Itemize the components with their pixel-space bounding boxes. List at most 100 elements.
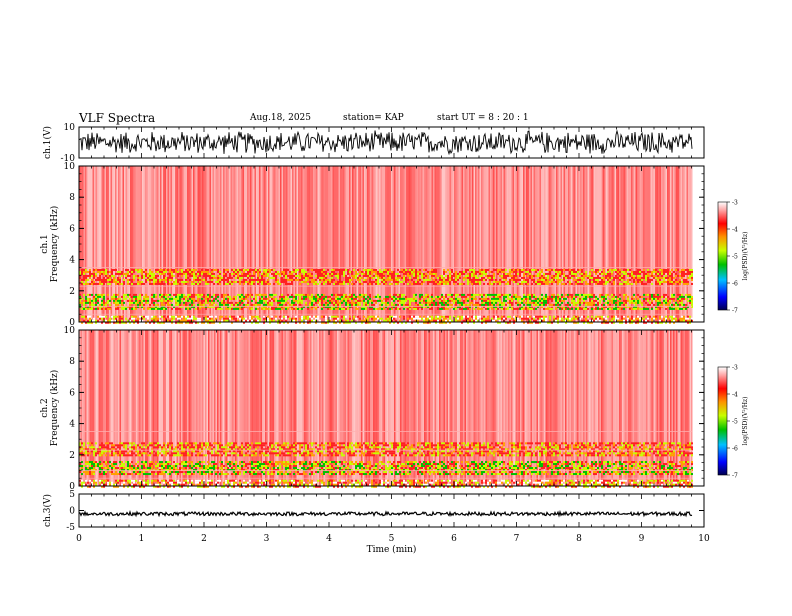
ch1-spectrogram-cell bbox=[133, 297, 135, 300]
ch2-spectrogram-column bbox=[631, 330, 633, 486]
ch1-spectrogram-cell bbox=[579, 272, 581, 275]
ch1-spectrogram-cell bbox=[103, 295, 105, 298]
ch2-spectrogram-column bbox=[568, 330, 570, 486]
ch1-spectrogram-cell bbox=[311, 293, 313, 296]
ch1-spectrogram-cell bbox=[137, 274, 139, 277]
ch1-spectrogram-cell bbox=[369, 297, 371, 300]
ch1-spectrogram-cell bbox=[319, 297, 321, 300]
ch1-spectrogram-cell bbox=[313, 299, 315, 302]
ch1-spectrogram-cell bbox=[87, 321, 89, 324]
ch1-spectrogram-cell bbox=[625, 319, 627, 322]
ch1-spectrogram-cell bbox=[139, 301, 141, 304]
ch1-spectrogram-cell bbox=[589, 295, 591, 298]
ch2-spectrogram-column bbox=[349, 330, 351, 486]
ch1-spectrogram-cell bbox=[467, 274, 469, 277]
ch1-spectrogram-cell bbox=[431, 270, 433, 273]
ch1-spectrogram-cell bbox=[469, 305, 471, 308]
ch1-spectrogram-cell bbox=[523, 295, 525, 298]
ch1-spectrogram-cell bbox=[593, 299, 595, 302]
ch1-spectrogram-cell bbox=[449, 321, 451, 324]
ch1-spectrogram-cell bbox=[461, 317, 463, 320]
ch1-spectrogram-cell bbox=[483, 305, 485, 308]
ch1-spectrogram-column bbox=[511, 166, 513, 322]
ch1-spectrogram-cell bbox=[141, 319, 143, 322]
ch1-spectrogram-cell bbox=[661, 321, 663, 324]
ch1-spectrogram-cell bbox=[131, 268, 133, 271]
ch1-spectrogram-cell bbox=[105, 301, 107, 304]
ch1-spectrogram-column bbox=[142, 166, 144, 322]
ch1-spectrogram-cell bbox=[443, 319, 445, 322]
ch1-spectrogram-cell bbox=[341, 272, 343, 275]
ch1-spectrogram-cell bbox=[123, 307, 125, 310]
ch1-spectrogram-cell bbox=[521, 299, 523, 302]
ch1-spectrogram-column bbox=[245, 166, 247, 322]
ch1-spectrogram-cell bbox=[349, 317, 351, 320]
ch1-spectrogram-cell bbox=[175, 270, 177, 273]
ch1-spectrogram-cell bbox=[259, 270, 261, 273]
ch1-spectrogram-cell bbox=[645, 319, 647, 322]
ch1-spectrogram-cell bbox=[503, 317, 505, 320]
ch1-spectrogram-cell bbox=[517, 282, 519, 285]
ch1-spectrogram-cell bbox=[125, 297, 127, 300]
ch1-spectrogram-cell bbox=[565, 293, 567, 296]
ch1-spectrogram-cell bbox=[603, 297, 605, 300]
ch1-spectrogram-cell bbox=[407, 319, 409, 322]
ch2-spectrogram-column bbox=[346, 330, 348, 486]
ch1-spectrogram-cell bbox=[241, 268, 243, 271]
ch1-spectrogram-cell bbox=[593, 319, 595, 322]
ch1-spectrogram-cell bbox=[581, 272, 583, 275]
ch1-spectrogram-cell bbox=[597, 301, 599, 304]
ch1-spectrogram-cell bbox=[337, 301, 339, 304]
ch1-spectrogram-cell bbox=[409, 297, 411, 300]
ch1-spectrogram-cell bbox=[349, 301, 351, 304]
ch1-spectrogram-column bbox=[686, 166, 688, 322]
ch1-spectrogram-cell bbox=[163, 315, 165, 318]
ch1-spectrogram-cell bbox=[99, 280, 101, 283]
ch1-spectrogram-cell bbox=[477, 276, 479, 279]
ch1-spectrogram-cell bbox=[589, 303, 591, 306]
ch1-spectrogram-cell bbox=[423, 315, 425, 318]
ch1-spectrogram-cell bbox=[441, 321, 443, 324]
ch1-spectrogram-cell bbox=[461, 295, 463, 298]
ch1-spectrogram-cell bbox=[455, 307, 457, 310]
ch1-spectrogram-cell bbox=[247, 268, 249, 271]
ch1-spectrogram-cell bbox=[227, 295, 229, 298]
ch1-spectrogram-cell bbox=[291, 293, 293, 296]
ch1-spectrogram-cell bbox=[583, 297, 585, 300]
ch1-spectrogram-cell bbox=[321, 305, 323, 308]
ch1-spectrogram-cell bbox=[511, 295, 513, 298]
ch1-spectrogram-cell bbox=[83, 276, 85, 279]
ch1-spectrogram-cell bbox=[219, 317, 221, 320]
ch1-spectrogram-cell bbox=[487, 321, 489, 324]
ch1-spectrogram-cell bbox=[143, 303, 145, 306]
ch1-spectrogram-cell bbox=[505, 282, 507, 285]
ch1-spectrogram-column bbox=[136, 166, 138, 322]
ch1-spectrogram-cell bbox=[265, 317, 267, 320]
ch1-spectrogram-cell bbox=[611, 282, 613, 285]
ch2-spectrogram-column bbox=[127, 330, 129, 486]
ch1-spectrogram-cell bbox=[575, 307, 577, 310]
ch1-spectrogram-cell bbox=[517, 307, 519, 310]
ch1-spectrogram-column bbox=[248, 166, 250, 322]
ch1-spectrogram-cell bbox=[141, 299, 143, 302]
ch1-spectrogram-cell bbox=[613, 315, 615, 318]
ch1-spectrogram-cell bbox=[179, 268, 181, 271]
ch1-spectrogram-cell bbox=[389, 315, 391, 318]
ch1-spectrogram-cell bbox=[371, 301, 373, 304]
ch1-spectrogram-cell bbox=[363, 278, 365, 281]
ch1-spectrogram-cell bbox=[465, 270, 467, 273]
ch1-spectrogram-cell bbox=[655, 299, 657, 302]
ch1-spectrogram-cell bbox=[471, 278, 473, 281]
ch1-spectrogram-cell bbox=[525, 268, 527, 271]
ch1-spectrogram-cell bbox=[599, 301, 601, 304]
ch1-spectrogram-cell bbox=[321, 303, 323, 306]
ch1-spectrogram-cell bbox=[273, 272, 275, 275]
ch1-spectrogram-cell bbox=[457, 282, 459, 285]
ch1-spectrogram-cell bbox=[267, 272, 269, 275]
ch1-spectrogram-cell bbox=[495, 293, 497, 296]
ch1-spectrogram-cell bbox=[311, 278, 313, 281]
ch1-spectrogram-cell bbox=[387, 274, 389, 277]
ch1-spectrogram-column bbox=[227, 166, 229, 322]
ch1-spectrogram-cell bbox=[217, 274, 219, 277]
ch2-spectrogram-column bbox=[445, 330, 447, 486]
